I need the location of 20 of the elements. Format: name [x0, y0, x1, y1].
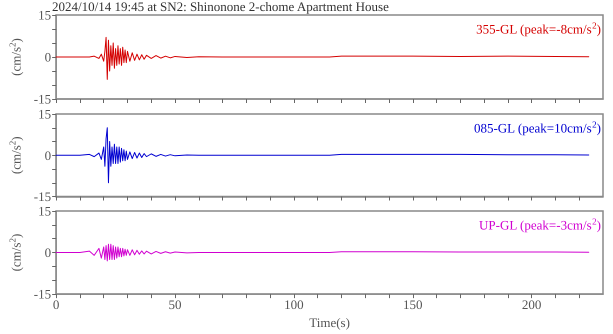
chart-title: 2024/10/14 19:45 at SN2: Shinonone 2-chome Apartment House [52, 0, 390, 14]
line-series [56, 244, 590, 262]
x-tick-label: 150 [403, 297, 423, 312]
y-tick-label: -15 [34, 286, 52, 302]
y-tick-label: 15 [38, 204, 52, 218]
y-tick-label: -15 [34, 92, 52, 106]
y-axis-title: (cm/s2) [8, 234, 24, 272]
y-tick-label: -15 [34, 189, 52, 204]
y-tick-label: 15 [38, 106, 52, 122]
x-axis-title: Time(s) [309, 315, 350, 330]
y-tick-label: 0 [44, 148, 52, 163]
y-tick-label: 0 [44, 245, 52, 260]
y-tick-label: 0 [44, 50, 52, 64]
y-tick-label: 15 [38, 8, 52, 22]
x-tick-label: 100 [284, 297, 304, 312]
line-series [56, 36, 590, 80]
y-axis-title: (cm/s2) [8, 136, 24, 174]
x-tick-label: 200 [522, 297, 542, 312]
x-tick-label: 50 [168, 297, 182, 312]
y-axis-title: (cm/s2) [8, 38, 24, 76]
